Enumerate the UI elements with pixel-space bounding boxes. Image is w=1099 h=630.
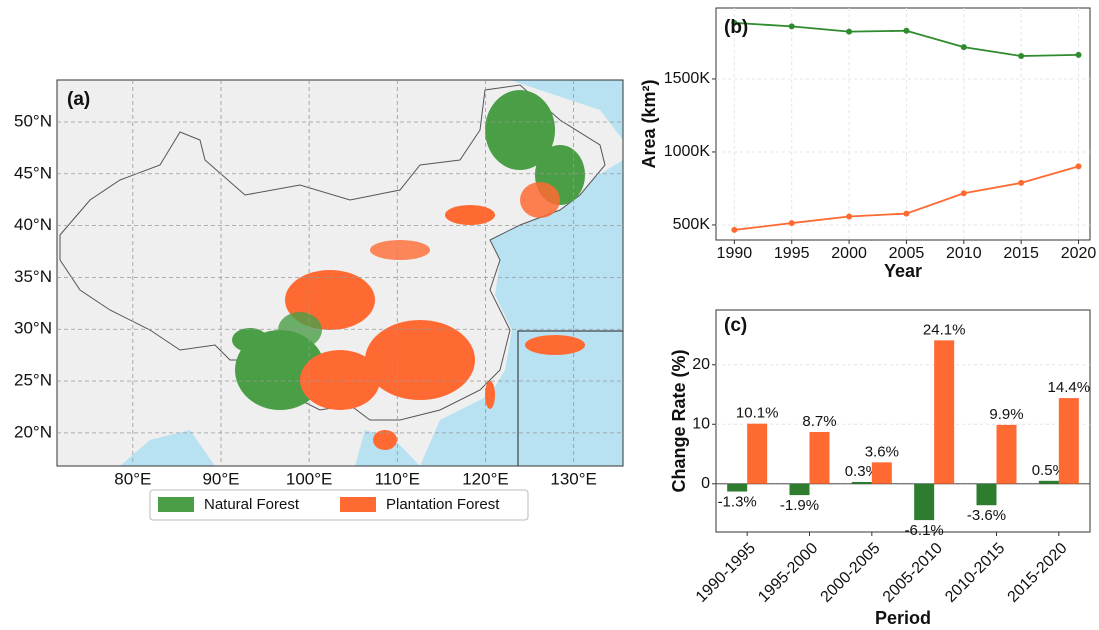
y-tick-label: 35°N [14,267,52,286]
y-tick-label: 30°N [14,319,52,338]
value-label: 3.6% [865,443,899,460]
y-tick-label: 1500K [664,70,711,87]
x-tick-label: 2015-2020 [1005,540,1071,606]
bar [727,483,748,492]
bar [747,423,768,484]
x-tick-label: 80°E [114,469,151,488]
panel-label: (a) [67,89,90,110]
point [1018,53,1025,60]
legend-frame [149,489,529,521]
point [846,213,853,220]
value-label: -1.3% [718,493,757,510]
country-outline [59,84,606,421]
y-tick-label: 0 [701,475,710,492]
point [1018,179,1025,186]
bar [1038,480,1059,484]
plot-frame [715,7,1091,241]
point [846,28,853,35]
bar [976,483,997,506]
y-axis-label: Change Rate (%) [669,349,689,492]
x-tick-label: 2010-2015 [942,540,1008,606]
inset-forest [525,335,585,355]
bar [851,482,872,484]
y-tick-label: 45°N [14,163,52,182]
x-tick-label: 1990-1995 [693,540,759,606]
x-axis-label: Period [875,608,931,628]
x-tick-label: 2005 [889,245,925,262]
legend-swatch [340,497,376,512]
x-tick-label: 130°E [550,469,597,488]
y-tick-label: 1000K [664,143,711,160]
x-tick-label: 90°E [202,469,239,488]
point [731,19,738,26]
x-tick-label: 2005-2010 [880,540,946,606]
bar [871,462,892,484]
value-label: 0.3% [845,463,879,480]
value-label: 0.5% [1032,462,1066,479]
point [903,27,910,34]
sea [120,430,215,466]
y-tick-label: 50°N [14,111,52,130]
value-label: -3.6% [967,507,1006,524]
map-base [57,80,623,466]
x-tick-label: 110°E [375,469,420,488]
bar [809,432,830,484]
legend-label: Natural Forest [204,496,300,513]
y-tick-label: 20 [692,356,710,373]
legend-swatch [158,497,194,512]
panel-label: (c) [724,315,747,336]
point [1075,163,1082,170]
x-tick-label: 2015 [1003,245,1039,262]
x-tick-label: 2010 [946,245,982,262]
x-tick-label: 1995 [774,245,810,262]
x-tick-label: 1995-2000 [755,540,821,606]
point [960,44,967,51]
forest-cover [232,90,585,450]
bar [789,483,810,496]
bar [934,340,955,484]
bar [1058,398,1079,484]
point [903,210,910,217]
point [1075,51,1082,58]
y-tick-label: 20°N [14,422,52,441]
point [788,23,795,30]
y-tick-label: 10 [692,415,710,432]
x-tick-label: 2000 [831,245,867,262]
value-label: 24.1% [923,321,966,338]
x-tick-label: 2020 [1061,245,1097,262]
value-label: -6.1% [905,522,944,539]
point [788,220,795,227]
value-label: 10.1% [736,405,779,422]
y-axis-label: Area (km²) [639,79,659,168]
x-tick-label: 100°E [286,469,333,488]
panel-label: (b) [724,17,748,38]
value-label: 9.9% [989,406,1023,423]
point [731,226,738,233]
value-label: 8.7% [802,413,836,430]
point [960,190,967,197]
x-tick-label: 1990 [717,245,753,262]
plot-frame [715,309,1091,533]
x-tick-label: 120°E [462,469,509,488]
y-tick-label: 40°N [14,215,52,234]
x-tick-label: 2000-2005 [818,540,884,606]
map-frame [56,79,624,467]
bar [914,483,935,521]
legend-label: Plantation Forest [386,496,500,513]
value-label: -1.9% [780,497,819,514]
bar [996,424,1017,484]
x-axis-label: Year [884,261,922,281]
value-label: 14.4% [1048,379,1091,396]
y-tick-label: 25°N [14,371,52,390]
y-tick-label: 500K [673,216,711,233]
